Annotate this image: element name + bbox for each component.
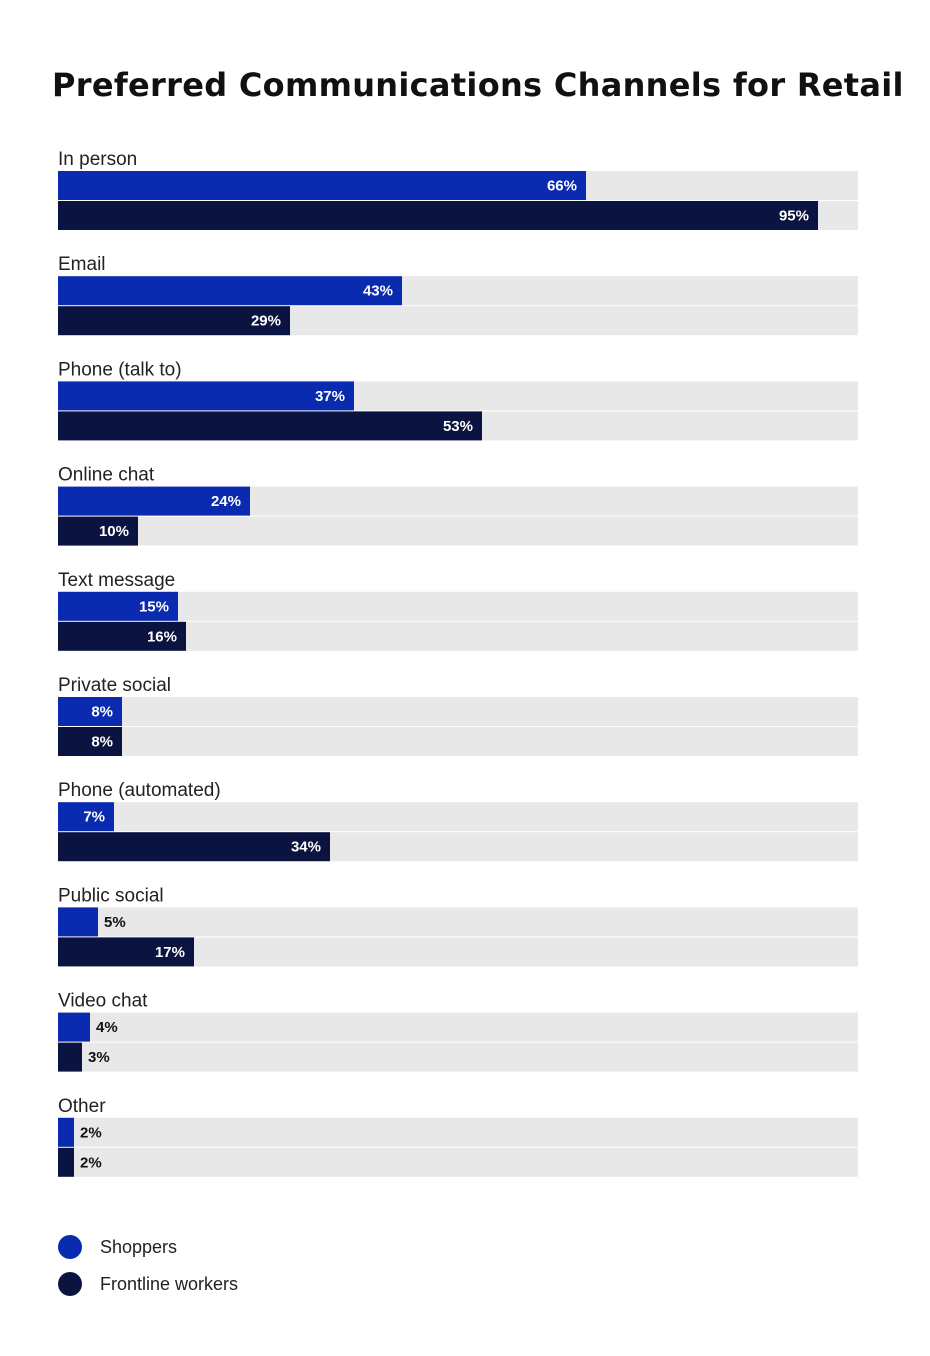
bar-frontline-workers xyxy=(58,1147,74,1177)
bar-track xyxy=(58,697,858,726)
value-label: 8% xyxy=(91,733,113,750)
category-group-private-social: Private social 8% 8% xyxy=(58,675,858,756)
value-label: 4% xyxy=(96,1019,118,1036)
chart-title: Preferred Communications Channels for Re… xyxy=(52,66,904,104)
bar-track xyxy=(58,802,858,832)
bar-track xyxy=(58,621,858,651)
legend-swatch-shoppers xyxy=(58,1235,82,1259)
category-label: Public social xyxy=(58,885,164,906)
value-label: 53% xyxy=(443,418,473,435)
value-label: 15% xyxy=(139,598,169,615)
legend: Shoppers Frontline workers xyxy=(58,1234,238,1308)
value-label: 8% xyxy=(91,703,113,720)
value-label: 16% xyxy=(147,628,177,645)
category-label: Email xyxy=(58,254,106,275)
value-label: 24% xyxy=(211,493,241,510)
bar-shoppers xyxy=(58,907,98,937)
bar-shoppers xyxy=(58,1012,90,1042)
bar-frontline-workers xyxy=(58,832,330,862)
bar-track xyxy=(58,1012,858,1042)
category-label: In person xyxy=(58,149,137,170)
category-group-public-social: Public social 5% 17% xyxy=(58,885,858,967)
value-label: 3% xyxy=(88,1049,110,1066)
bar-chart: In person 66% 95% Email 43% 29% Phone (talk to… xyxy=(58,149,858,1177)
category-label: Other xyxy=(58,1096,106,1117)
bar-frontline-workers xyxy=(58,411,482,441)
chart-groups: In person 66% 95% Email 43% 29% Phone (talk to… xyxy=(58,149,858,1177)
bar-track xyxy=(58,1117,858,1147)
bar-shoppers xyxy=(58,802,114,832)
category-group-text-message: Text message 15% 16% xyxy=(58,570,858,651)
legend-item-frontline-workers: Frontline workers xyxy=(58,1271,238,1297)
bar-frontline-workers xyxy=(58,727,122,756)
category-label: Text message xyxy=(58,570,175,591)
bar-track xyxy=(58,591,858,621)
value-label: 37% xyxy=(315,388,345,405)
bar-track xyxy=(58,1147,858,1177)
value-label: 29% xyxy=(251,313,281,330)
value-label: 43% xyxy=(363,283,393,300)
category-label: Video chat xyxy=(58,991,148,1012)
bar-frontline-workers xyxy=(58,516,138,546)
bar-shoppers xyxy=(58,591,178,621)
bar-shoppers xyxy=(58,171,586,200)
category-group-email: Email 43% 29% xyxy=(58,254,858,336)
value-label: 2% xyxy=(80,1154,102,1171)
bar-frontline-workers xyxy=(58,306,290,336)
bar-track xyxy=(58,727,858,756)
category-group-online-chat: Online chat 24% 10% xyxy=(58,465,858,546)
legend-label-frontline-workers: Frontline workers xyxy=(100,1273,239,1294)
value-label: 66% xyxy=(547,177,577,194)
bar-frontline-workers xyxy=(58,937,194,967)
legend-label-shoppers: Shoppers xyxy=(100,1236,178,1257)
value-label: 2% xyxy=(80,1124,102,1141)
bar-shoppers xyxy=(58,381,354,411)
bar-shoppers xyxy=(58,276,402,306)
bar-frontline-workers xyxy=(58,1042,82,1072)
category-group-video-chat: Video chat 4% 3% xyxy=(58,991,858,1072)
category-label: Online chat xyxy=(58,465,155,486)
value-label: 10% xyxy=(99,523,129,540)
category-label: Phone (automated) xyxy=(58,780,221,801)
bar-frontline-workers xyxy=(58,621,186,651)
bar-frontline-workers xyxy=(58,201,818,230)
category-group-phone-talk-to: Phone (talk to) 37% 53% xyxy=(58,359,858,441)
category-label: Private social xyxy=(58,675,171,696)
bar-track xyxy=(58,516,858,546)
legend-item-shoppers: Shoppers xyxy=(58,1234,238,1260)
bar-shoppers xyxy=(58,697,122,726)
category-group-other: Other 2% 2% xyxy=(58,1096,858,1177)
bar-shoppers xyxy=(58,486,250,516)
legend-swatch-frontline-workers xyxy=(58,1272,82,1296)
category-group-in-person: In person 66% 95% xyxy=(58,149,858,230)
value-label: 5% xyxy=(104,914,126,931)
value-label: 17% xyxy=(155,944,185,961)
value-label: 95% xyxy=(779,207,809,224)
category-group-phone-automated: Phone (automated) 7% 34% xyxy=(58,780,858,862)
category-label: Phone (talk to) xyxy=(58,359,182,380)
value-label: 34% xyxy=(291,839,321,856)
bar-shoppers xyxy=(58,1117,74,1147)
bar-track xyxy=(58,907,858,937)
bar-track xyxy=(58,1042,858,1072)
value-label: 7% xyxy=(83,809,105,826)
